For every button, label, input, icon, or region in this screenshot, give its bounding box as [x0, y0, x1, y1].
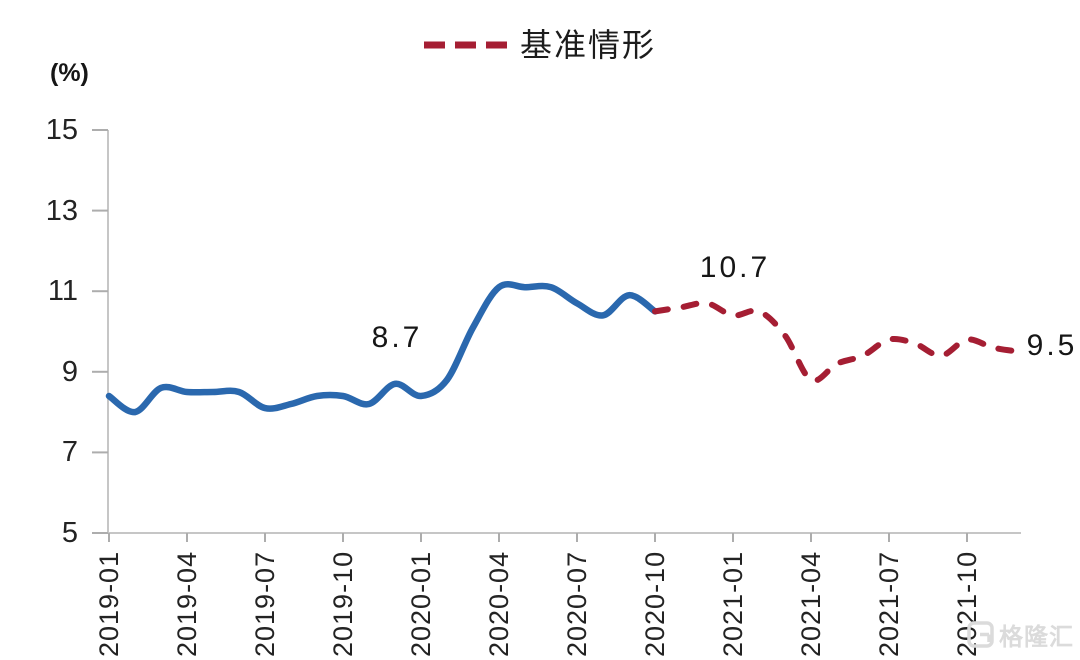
x-tick-label: 2019-04 — [172, 550, 202, 657]
x-tick-label: 2021-07 — [874, 550, 904, 657]
x-tick-label: 2021-01 — [718, 550, 748, 657]
x-tick-label: 2021-04 — [796, 550, 826, 657]
legend: 基准情形 — [423, 26, 657, 64]
x-tick-label: 2020-04 — [484, 550, 514, 657]
annotation-label: 8.7 — [371, 321, 423, 354]
y-tick-label: 7 — [61, 436, 78, 469]
watermark-text: 格隆汇 — [999, 624, 1074, 651]
y-tick-label: 11 — [47, 275, 78, 308]
y-tick-label: 5 — [61, 517, 78, 549]
y-axis-unit-label: (%) — [50, 59, 89, 87]
annotation-label: 10.7 — [699, 251, 771, 284]
y-tick-label: 15 — [45, 114, 78, 146]
legend-dash-icon — [423, 41, 508, 49]
x-tick-label: 2020-07 — [562, 550, 592, 657]
x-tick-label: 2019-10 — [328, 550, 358, 657]
gelonghui-logo-icon — [967, 621, 994, 648]
x-tick-label: 2019-01 — [94, 550, 124, 657]
x-tick-label: 2019-07 — [250, 550, 280, 657]
actual-series-line — [105, 281, 659, 416]
watermark: 格隆汇 — [967, 617, 1074, 652]
x-tick-label: 2020-10 — [640, 550, 670, 657]
annotation-label: 9.5 — [1026, 329, 1078, 362]
forecast-series-line — [652, 300, 1022, 384]
legend-label: 基准情形 — [519, 26, 657, 64]
x-tick-label: 2020-01 — [406, 550, 436, 657]
y-tick-label: 13 — [45, 194, 78, 227]
y-tick-label: 9 — [61, 355, 78, 388]
